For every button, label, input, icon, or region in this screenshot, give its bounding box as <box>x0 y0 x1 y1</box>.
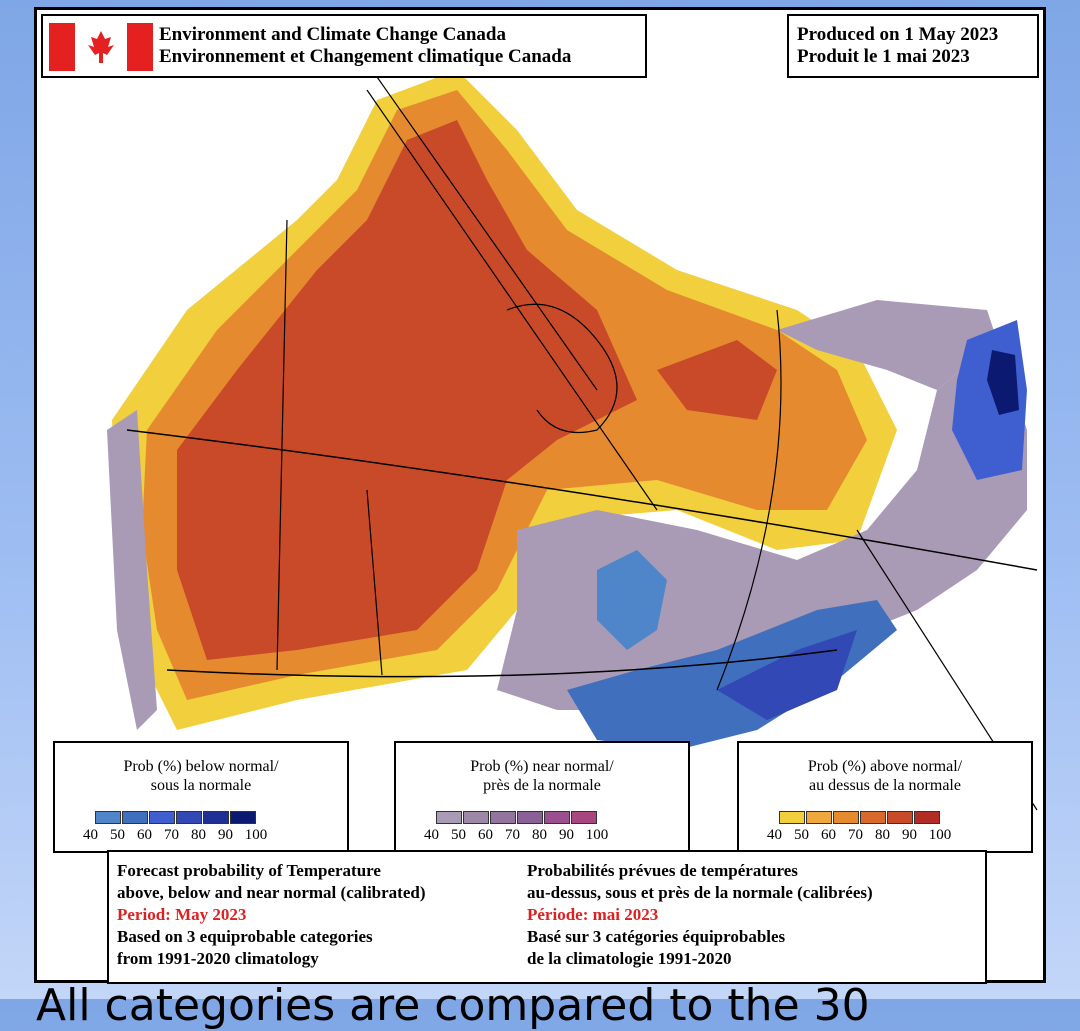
produced-date-en: Produced on 1 May 2023 <box>797 24 999 45</box>
description-en-line5: from 1991-2020 climatology <box>117 949 319 968</box>
legend-tick: 60 <box>478 827 493 843</box>
graticule-line <box>126 429 1038 571</box>
legend-tick: 50 <box>794 827 809 843</box>
legend-swatches <box>436 811 598 824</box>
below-normal-region-ontario <box>597 550 667 650</box>
above-normal-region-core <box>177 120 637 660</box>
description-fr-line2: au-dessus, sous et près de la normale (c… <box>527 883 873 902</box>
border-line-mid <box>276 219 288 671</box>
legend-tick: 60 <box>137 827 152 843</box>
legend-title-line1: Prob (%) below normal/ <box>123 758 279 775</box>
legend-near-normal: Prob (%) near normal/ près de la normale… <box>394 741 690 853</box>
legend-tick: 60 <box>821 827 836 843</box>
map-frame: Environment and Climate Change Canada En… <box>34 7 1046 984</box>
legend-swatch <box>490 811 516 824</box>
legend-swatch <box>833 811 859 824</box>
near-normal-region-northeast <box>777 300 997 390</box>
legend-tick: 70 <box>848 827 863 843</box>
legend-title-line2: près de la normale <box>483 777 601 794</box>
legend-above-normal: Prob (%) above normal/ au dessus de la n… <box>737 741 1033 853</box>
legend-tick: 50 <box>110 827 125 843</box>
legend-title-line2: au dessus de la normale <box>809 777 961 794</box>
legend-ticks: 40 50 60 70 80 90 100 <box>761 827 957 844</box>
legend-tick: 90 <box>218 827 233 843</box>
legend-swatch <box>463 811 489 824</box>
border-line-quebec <box>716 309 782 691</box>
legend-tick: 80 <box>191 827 206 843</box>
above-normal-region-hudson <box>657 340 777 420</box>
description-fr-line5: de la climatologie 1991-2020 <box>527 949 732 968</box>
description-fr-line4: Basé sur 3 catégories équiprobables <box>527 927 786 946</box>
agency-name-fr: Environnement et Changement climatique C… <box>159 46 572 67</box>
forecast-map <box>107 19 1038 811</box>
legend-tick: 40 <box>767 827 782 843</box>
legend-tick: 40 <box>83 827 98 843</box>
near-normal-region-west-coast <box>107 410 157 730</box>
legend-title-line2: sous la normale <box>150 777 252 794</box>
legend-swatches <box>95 811 257 824</box>
legend-swatch <box>230 811 256 824</box>
legend-below-normal: Prob (%) below normal/ sous la normale 4… <box>53 741 349 853</box>
legend-tick: 80 <box>532 827 547 843</box>
legend-swatch <box>203 811 229 824</box>
legend-tick: 50 <box>451 827 466 843</box>
legend-swatch <box>149 811 175 824</box>
description-en-line2: above, below and near normal (calibrated… <box>117 883 426 902</box>
legend-tick: 100 <box>244 827 268 843</box>
border-line-west <box>166 649 838 678</box>
legend-tick: 70 <box>164 827 179 843</box>
agency-header: Environment and Climate Change Canada En… <box>41 14 647 78</box>
legend-tick: 40 <box>424 827 439 843</box>
legend-swatch <box>122 811 148 824</box>
legend-swatch <box>806 811 832 824</box>
produced-date-box: Produced on 1 May 2023 Produit le 1 mai … <box>787 14 1039 78</box>
legend-tick: 80 <box>875 827 890 843</box>
legend-swatch <box>914 811 940 824</box>
description-en-line1: Forecast probability of Temperature <box>117 861 381 880</box>
legend-title-line1: Prob (%) above normal/ <box>807 758 963 775</box>
canada-flag-icon <box>49 23 153 71</box>
legend-swatch <box>571 811 597 824</box>
agency-name-en: Environment and Climate Change Canada <box>159 24 506 45</box>
legend-swatch <box>887 811 913 824</box>
legend-swatch <box>176 811 202 824</box>
legend-swatch <box>860 811 886 824</box>
legend-ticks: 40 50 60 70 80 90 100 <box>77 827 273 844</box>
border-line-diagonal <box>336 19 598 391</box>
legend-tick: 70 <box>505 827 520 843</box>
coastline-hudson <box>506 303 618 434</box>
legend-tick: 100 <box>928 827 952 843</box>
border-line-north <box>366 89 658 511</box>
legend-ticks: 40 50 60 70 80 90 100 <box>418 827 614 844</box>
description-en-period: Period: May 2023 <box>117 905 247 924</box>
legend-tick: 100 <box>585 827 609 843</box>
below-normal-region-great-lakes <box>567 600 897 750</box>
caption-text: All categories are compared to the 30 <box>36 980 870 1031</box>
legend-swatch <box>779 811 805 824</box>
legend-swatches <box>779 811 941 824</box>
description-fr-line1: Probabilités prévues de températures <box>527 861 798 880</box>
legend-swatch <box>544 811 570 824</box>
description-en-line4: Based on 3 equiprobable categories <box>117 927 373 946</box>
produced-date-fr: Produit le 1 mai 2023 <box>797 46 970 67</box>
legend-swatch <box>436 811 462 824</box>
below-normal-region-labrador-core <box>987 350 1019 415</box>
legend-swatch <box>95 811 121 824</box>
forecast-description: Forecast probability of Temperature abov… <box>107 850 987 984</box>
legend-tick: 90 <box>902 827 917 843</box>
border-line-prairies <box>366 489 383 676</box>
legend-title-line1: Prob (%) near normal/ <box>470 758 614 775</box>
legend-tick: 90 <box>559 827 574 843</box>
legend-swatch <box>517 811 543 824</box>
description-fr-period: Période: mai 2023 <box>527 905 659 924</box>
